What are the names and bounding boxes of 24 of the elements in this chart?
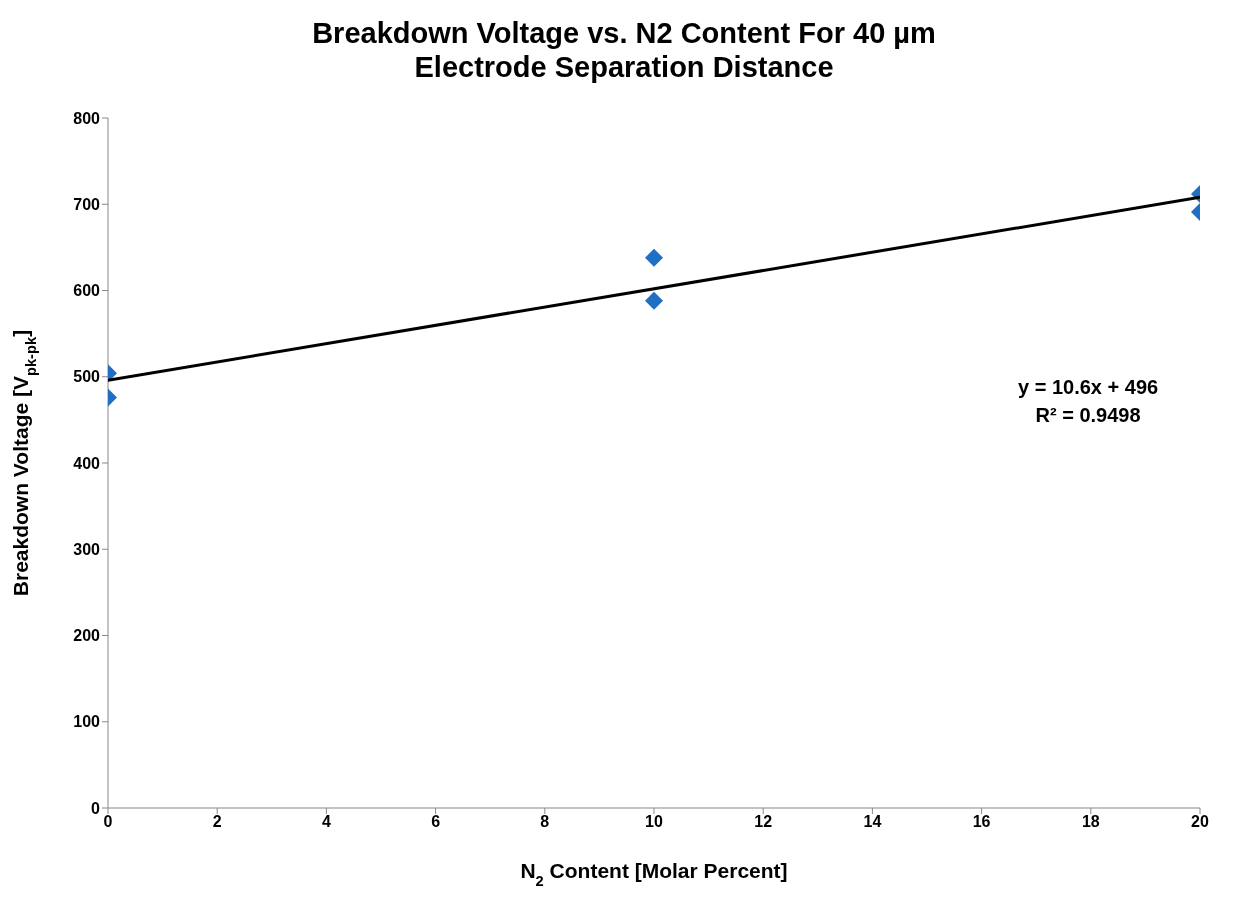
annotation: y = 10.6x + 496 bbox=[1018, 375, 1159, 400]
y-tick-label: 0 bbox=[91, 799, 101, 817]
chart-title: Breakdown Voltage vs. N2 Content For 40 µm Electrode Separation Distance bbox=[311, 16, 937, 85]
y-tick-label: 600 bbox=[73, 282, 101, 300]
x-tick-label: 10 bbox=[645, 813, 663, 831]
y-tick-label: 800 bbox=[73, 109, 101, 127]
x-tick-label: 4 bbox=[321, 813, 331, 831]
y-tick-label: 200 bbox=[73, 627, 101, 645]
y-tick-label: 700 bbox=[73, 195, 101, 213]
x-tick-label: 6 bbox=[431, 813, 441, 831]
y-tick-label: 500 bbox=[73, 368, 101, 386]
annotation: R² = 0.9498 bbox=[1034, 403, 1142, 428]
y-tick-label: 100 bbox=[73, 713, 101, 731]
x-tick-label: 2 bbox=[212, 813, 222, 831]
x-tick-label: 0 bbox=[103, 813, 113, 831]
x-tick-label: 20 bbox=[1191, 813, 1209, 831]
x-tick-label: 12 bbox=[754, 813, 773, 831]
x-tick-label: 14 bbox=[863, 813, 882, 831]
x-tick-label: 16 bbox=[972, 813, 991, 831]
x-axis-title: N$_{2}$ Content [Molar Percent] bbox=[520, 859, 788, 889]
x-tick-label: 8 bbox=[540, 813, 550, 831]
x-tick-label: 18 bbox=[1081, 813, 1100, 831]
y-tick-label: 300 bbox=[73, 540, 101, 558]
y-tick-label: 400 bbox=[73, 454, 101, 472]
